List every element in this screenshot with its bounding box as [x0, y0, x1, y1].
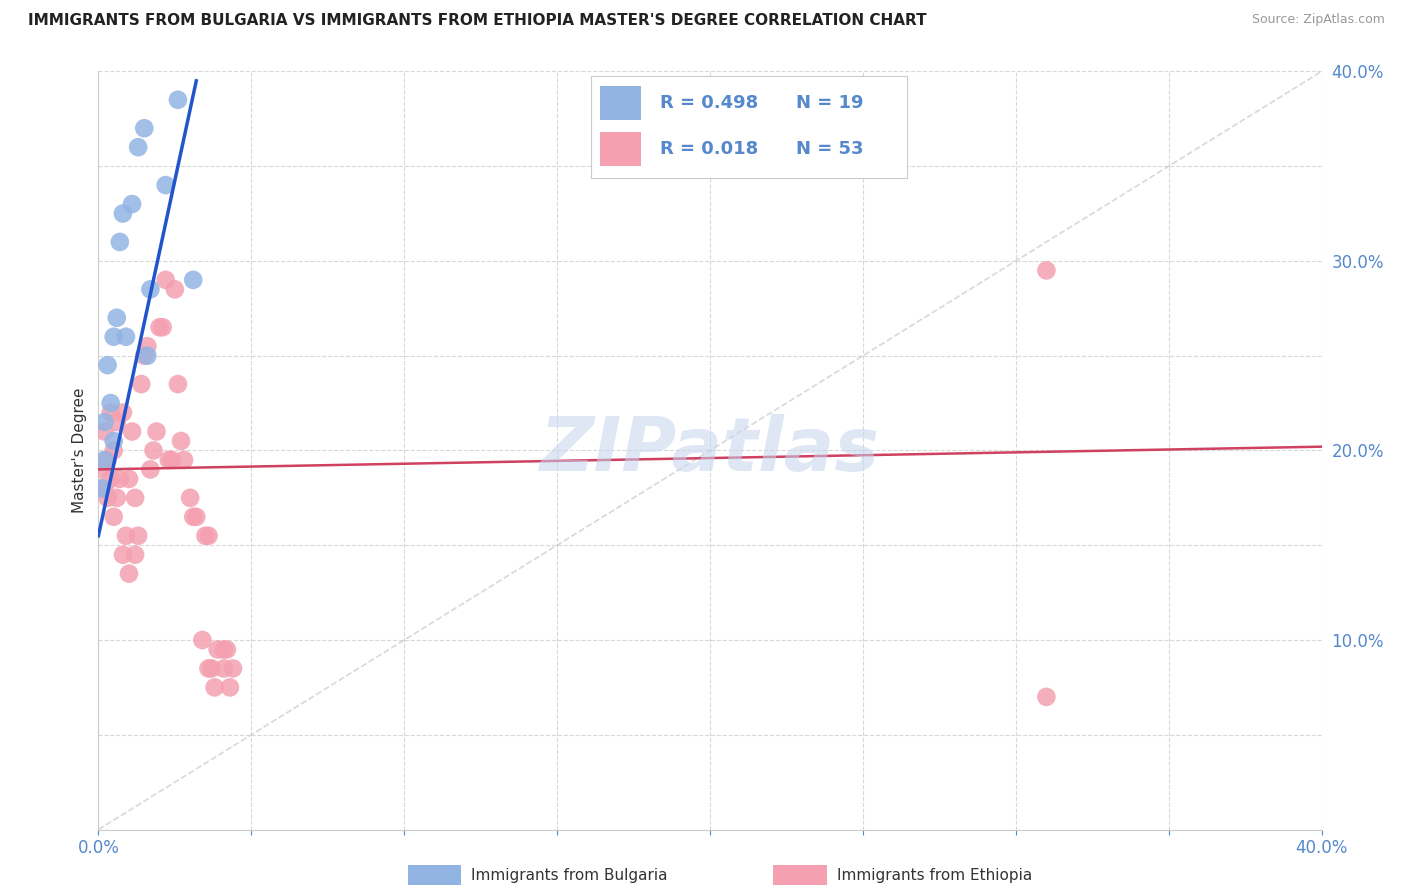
Text: Immigrants from Bulgaria: Immigrants from Bulgaria [471, 868, 668, 882]
FancyBboxPatch shape [600, 132, 641, 166]
Point [103, 509, 125, 524]
Point [121, 197, 143, 211]
Point [204, 681, 226, 695]
Point [207, 642, 229, 657]
Point [93, 453, 115, 467]
Point [200, 661, 222, 675]
Point [186, 509, 208, 524]
Point [139, 462, 162, 476]
Point [197, 661, 219, 675]
Text: N = 53: N = 53 [796, 140, 863, 158]
Point [103, 443, 125, 458]
Point [124, 548, 146, 562]
Text: R = 0.498: R = 0.498 [661, 94, 758, 112]
Point [212, 642, 235, 657]
Point [145, 425, 167, 439]
Point [222, 661, 245, 675]
Point [142, 443, 165, 458]
Point [90, 482, 112, 496]
Point [108, 235, 131, 249]
Point [103, 434, 125, 448]
Point [115, 330, 138, 344]
Point [181, 509, 204, 524]
Point [111, 206, 134, 220]
Point [212, 661, 235, 675]
Point [127, 140, 149, 154]
Point [115, 529, 138, 543]
Point [100, 396, 122, 410]
Point [111, 548, 134, 562]
Point [197, 529, 219, 543]
Point [103, 330, 125, 344]
Point [160, 453, 183, 467]
Text: Source: ZipAtlas.com: Source: ZipAtlas.com [1251, 13, 1385, 27]
Point [97, 358, 120, 372]
Point [136, 339, 159, 353]
Point [152, 320, 174, 334]
Point [93, 425, 115, 439]
Point [121, 425, 143, 439]
Point [157, 453, 180, 467]
Point [173, 453, 195, 467]
Point [1035, 690, 1057, 704]
Point [124, 491, 146, 505]
Point [219, 681, 242, 695]
Point [111, 406, 134, 420]
Y-axis label: Master's Degree: Master's Degree [72, 388, 87, 513]
Point [170, 434, 193, 448]
Point [100, 472, 122, 486]
Text: N = 19: N = 19 [796, 94, 863, 112]
Point [127, 529, 149, 543]
Point [136, 349, 159, 363]
Point [90, 462, 112, 476]
Point [93, 482, 115, 496]
Point [134, 349, 156, 363]
Point [105, 310, 128, 325]
Text: R = 0.018: R = 0.018 [661, 140, 758, 158]
Point [105, 491, 128, 505]
Point [118, 566, 141, 581]
Text: ZIPatlas: ZIPatlas [540, 414, 880, 487]
Point [93, 415, 115, 429]
Point [215, 642, 238, 657]
Point [163, 282, 186, 296]
Point [194, 529, 217, 543]
Text: Immigrants from Ethiopia: Immigrants from Ethiopia [837, 868, 1032, 882]
Point [167, 93, 190, 107]
Point [181, 273, 204, 287]
Point [139, 282, 162, 296]
FancyBboxPatch shape [600, 87, 641, 120]
Point [105, 415, 128, 429]
Point [149, 320, 172, 334]
Point [155, 178, 177, 193]
Text: IMMIGRANTS FROM BULGARIA VS IMMIGRANTS FROM ETHIOPIA MASTER'S DEGREE CORRELATION: IMMIGRANTS FROM BULGARIA VS IMMIGRANTS F… [28, 13, 927, 29]
Point [155, 273, 177, 287]
Point [108, 472, 131, 486]
Point [100, 406, 122, 420]
Point [191, 633, 214, 648]
Point [179, 491, 201, 505]
Point [1035, 263, 1057, 277]
Point [134, 121, 156, 136]
Point [97, 491, 120, 505]
Point [118, 472, 141, 486]
Point [167, 377, 190, 392]
Point [129, 377, 152, 392]
Point [97, 453, 120, 467]
